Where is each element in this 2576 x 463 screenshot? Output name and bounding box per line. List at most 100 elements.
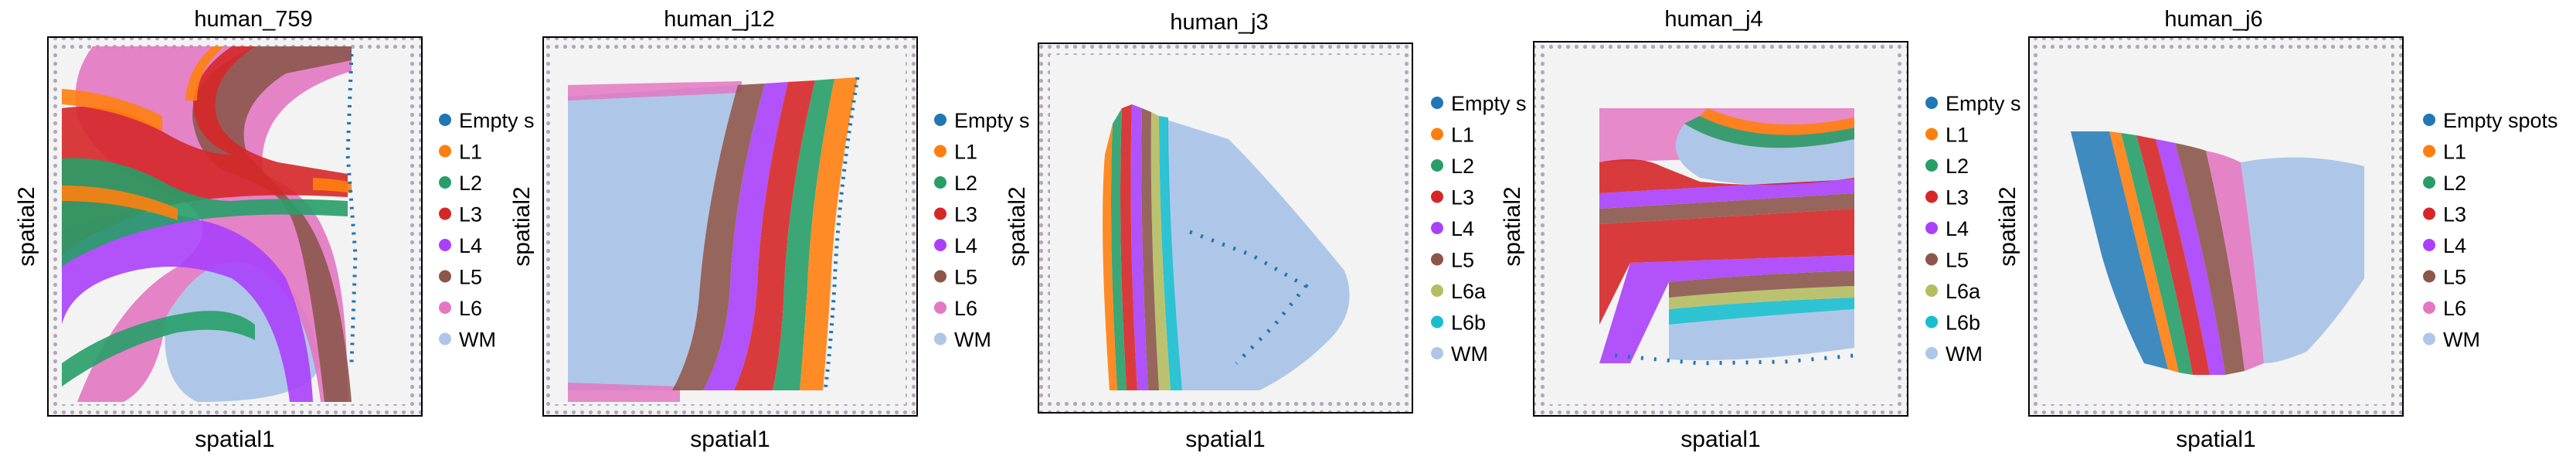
legend-label: L3	[459, 203, 482, 226]
legend-marker	[439, 332, 451, 346]
legend-label: L3	[954, 203, 977, 226]
layer-empty-spots	[823, 77, 860, 391]
legend-label: WM	[2443, 329, 2480, 352]
tissue-image	[1038, 43, 1412, 413]
fiducial-frame	[1039, 44, 1412, 412]
layer-l4	[62, 213, 313, 402]
legend-label: L5	[2443, 266, 2466, 289]
layer-l6a	[1150, 112, 1171, 390]
layer-l5	[116, 46, 352, 402]
layer-l1	[800, 77, 858, 390]
legend-label: Empty s	[1946, 92, 2021, 115]
legend-label: Empty s	[954, 109, 1030, 132]
legend-label: L4	[459, 234, 482, 257]
legend-label: L3	[1946, 186, 1969, 209]
axes-frame	[1533, 41, 1908, 417]
legend-marker	[439, 176, 451, 189]
legend-marker	[934, 176, 946, 189]
legend-label: L2	[1451, 155, 1474, 178]
axes-frame	[2028, 36, 2404, 417]
panel-human-759: human_759 spatial1 spatial2 Empty s L1 L2 L…	[14, 7, 535, 452]
panel-human-j3: human_j3 spatial1 spatial2 Empty s L1 L2 L3…	[1004, 10, 1527, 452]
panel-title: human_j3	[1170, 10, 1268, 35]
legend-label: L1	[1451, 124, 1474, 147]
legend-marker	[2423, 114, 2435, 126]
layer-l3	[2136, 135, 2210, 375]
layer-l4	[703, 82, 788, 390]
layer-empty-spots	[2071, 131, 2168, 369]
panel-human-j12: human_j12 spatial1 spatial2 Empty s L1 L2 L…	[509, 7, 1030, 452]
layer-l6b	[1159, 116, 1182, 390]
layer-l1	[1103, 124, 1117, 390]
fiducial-frame	[2030, 38, 2402, 415]
layer-l3	[1599, 159, 1854, 325]
legend-label: L6a	[1946, 280, 1981, 303]
legend-label: Empty spots	[2443, 109, 2558, 132]
x-axis-label: spatial1	[690, 427, 770, 452]
legend-marker	[2423, 239, 2435, 251]
panel-title: human_j6	[2164, 7, 2262, 32]
legend-marker	[2423, 301, 2435, 314]
legend-label: L2	[1946, 155, 1969, 178]
layer-l6b	[1669, 298, 1854, 325]
legend-marker	[1431, 347, 1443, 359]
legend-marker	[934, 270, 946, 283]
legend-marker	[1431, 128, 1443, 141]
x-axis-label: spatial1	[2176, 427, 2255, 452]
x-axis-label: spatial1	[1185, 427, 1265, 452]
legend-label: L2	[459, 172, 482, 195]
legend-label: Empty s	[459, 109, 535, 132]
y-axis-label: spatial2	[1004, 186, 1030, 266]
legend: Empty s L1 L2 L3 L4 L5 L6 WM	[934, 109, 1030, 352]
layer-l4	[2156, 139, 2225, 375]
fiducial-frame	[544, 38, 916, 415]
legend: Empty s L1 L2 L3 L4 L5 L6 WM	[439, 109, 535, 352]
legend-label: Empty s	[1451, 92, 1527, 115]
y-axis-label: spatial2	[1995, 186, 2020, 266]
legend-label: L4	[1946, 217, 1969, 240]
y-axis-label: spatial2	[509, 186, 535, 266]
legend-label: WM	[459, 329, 496, 352]
layer-l2	[1111, 108, 1127, 390]
legend-label: L1	[2443, 141, 2466, 164]
layer-l6a	[1669, 286, 1854, 309]
legend-marker	[934, 239, 946, 251]
legend-marker	[1925, 253, 1938, 266]
legend-label: L1	[1946, 124, 1969, 147]
legend-marker	[1925, 315, 1938, 329]
legend-marker	[1925, 190, 1938, 203]
layer-empty-spots	[1189, 230, 1309, 365]
axes-frame	[542, 36, 918, 417]
panel-title: human_j12	[664, 7, 775, 32]
layer-l2	[773, 79, 834, 390]
x-axis-label: spatial1	[195, 427, 274, 452]
legend-label: L6a	[1451, 280, 1487, 303]
layer-l6	[2206, 151, 2264, 371]
legend-label: L6	[459, 297, 482, 320]
layer-l2	[1684, 116, 1854, 148]
legend-label: L3	[1451, 186, 1474, 209]
fiducial-frame	[1534, 43, 1907, 415]
legend-marker	[1431, 97, 1443, 109]
panel-human-j4: human_j4 spatial1 spatial2 Empty s L1 L2 L3…	[1500, 7, 2021, 452]
legend-label: L5	[459, 266, 482, 289]
legend-label: L2	[2443, 172, 2466, 195]
legend-label: L6	[954, 297, 977, 320]
legend-label: L1	[954, 141, 977, 164]
legend: Empty spots L1 L2 L3 L4 L5 L6 WM	[2423, 109, 2558, 352]
legend-marker	[934, 332, 946, 346]
legend-marker	[439, 270, 451, 283]
legend-label: L6	[2443, 297, 2466, 320]
legend-marker	[1925, 159, 1938, 172]
legend-marker	[2423, 207, 2435, 220]
panel-human-j6: human_j6 spatial1 spatial2 Empty spots L1…	[1995, 7, 2558, 452]
tissue-image	[48, 37, 422, 416]
legend-label: L5	[1946, 249, 1969, 272]
layer-l5	[2175, 143, 2245, 375]
legend-label: L4	[954, 234, 977, 257]
legend-marker	[439, 145, 451, 158]
legend-marker	[1431, 190, 1443, 203]
legend: Empty s L1 L2 L3 L4 L5 L6a L6b WM	[1431, 92, 1527, 366]
legend-marker	[1925, 284, 1938, 297]
